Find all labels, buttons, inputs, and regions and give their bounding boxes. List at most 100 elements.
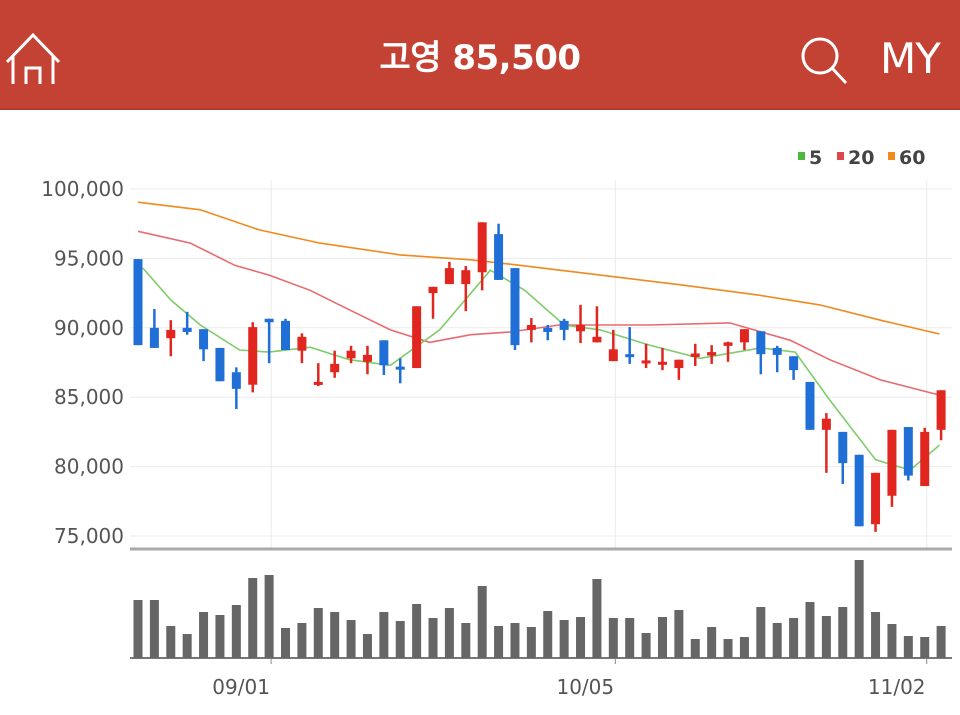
- volume-bar: [477, 586, 487, 658]
- volume-bar: [641, 633, 651, 658]
- candle-body-down: [379, 340, 389, 366]
- x-tick-label: 11/02: [868, 675, 926, 699]
- volume-bar: [707, 627, 717, 658]
- volume-bar: [674, 610, 684, 658]
- candle-body-up: [920, 431, 930, 487]
- x-tick-label: 09/01: [212, 675, 270, 699]
- candle-body-up: [739, 329, 749, 343]
- candle-body-up: [248, 327, 258, 385]
- legend-swatch-5: [798, 152, 805, 160]
- search-icon[interactable]: [800, 36, 850, 86]
- my-button[interactable]: MY: [880, 34, 941, 83]
- y-tick-label: 80,000: [54, 455, 124, 479]
- chart-grid: [130, 180, 952, 659]
- candle-body-up: [887, 429, 897, 496]
- ma20-line: [137, 230, 940, 396]
- volume-bar: [608, 618, 618, 658]
- candle-body-down: [281, 320, 291, 351]
- candle-body-up: [166, 329, 176, 339]
- candle-body-up: [346, 350, 356, 359]
- legend-label-20: 20: [848, 147, 874, 169]
- candle-body-up: [690, 353, 700, 357]
- x-axis: 09/01 10/05 11/02: [212, 658, 928, 699]
- candle-body-up: [871, 472, 881, 525]
- ma60-line: [137, 201, 940, 335]
- candle-body-up: [674, 359, 684, 369]
- candle-body-up: [707, 352, 717, 356]
- volume-bar: [920, 637, 930, 658]
- volume-bar: [625, 618, 635, 658]
- volume-bar: [346, 620, 356, 658]
- volume-bar: [592, 579, 602, 658]
- volume-bar: [510, 623, 520, 658]
- legend-swatch-20: [837, 152, 844, 160]
- candle-body-up: [936, 390, 946, 430]
- volume-bar: [690, 639, 700, 658]
- candle-body-down: [182, 327, 192, 332]
- volume-bar: [526, 627, 536, 658]
- candle-body-down: [395, 366, 405, 370]
- home-icon[interactable]: [4, 32, 62, 86]
- candle-body-down: [215, 347, 225, 382]
- volume-bar: [821, 616, 831, 658]
- ma5-line: [142, 267, 941, 471]
- candle-body-up: [362, 354, 372, 362]
- volume-bar: [166, 626, 176, 658]
- volume-bar: [723, 639, 733, 658]
- y-tick-label: 85,000: [54, 385, 124, 409]
- candle-body-down: [510, 268, 520, 346]
- volume-bar: [739, 637, 749, 658]
- volume-bar: [248, 578, 258, 658]
- volume-bar: [559, 620, 569, 658]
- y-tick-label: 95,000: [54, 246, 124, 270]
- volume-bar: [428, 618, 438, 658]
- volume-bar: [149, 600, 159, 658]
- candle-body-up: [313, 381, 323, 385]
- volume-bar: [838, 607, 848, 658]
- volume-bar: [199, 612, 209, 658]
- chart-legend: 5 20 60: [798, 147, 925, 169]
- y-axis: 100,000 95,000 90,000 85,000 80,000 75,000: [41, 177, 124, 548]
- candle-body-down: [543, 327, 553, 332]
- candle-body-down: [559, 320, 569, 330]
- candle-body-up: [330, 363, 340, 373]
- volume-bar: [461, 623, 471, 658]
- candle-body-up: [657, 361, 667, 365]
- volume-bar: [936, 626, 946, 658]
- candle-body-up: [428, 286, 438, 294]
- volume-bar: [281, 628, 291, 658]
- candle-body-down: [625, 354, 635, 358]
- candle-body-down: [756, 331, 766, 355]
- y-tick-label: 100,000: [41, 177, 124, 201]
- volume-bar: [395, 621, 405, 658]
- volume-bar: [412, 604, 422, 658]
- candle-body-down: [133, 259, 143, 346]
- candle-body-down: [199, 329, 209, 350]
- candle-body-up: [723, 342, 733, 346]
- candle-body-down: [772, 347, 782, 355]
- legend-label-60: 60: [899, 147, 925, 169]
- volume-bar: [313, 608, 323, 658]
- candle-body-up: [444, 268, 454, 285]
- y-tick-label: 90,000: [54, 316, 124, 340]
- stock-chart[interactable]: 5 20 60 100,000 95,000 90,000 85,000 80,000 75,…: [0, 110, 960, 715]
- candle-body-up: [526, 325, 536, 330]
- volume-bar: [494, 626, 504, 658]
- volume-bar: [789, 618, 799, 658]
- volume-bar: [362, 634, 372, 658]
- volume-bar: [444, 608, 454, 658]
- candle-body-down: [231, 372, 241, 389]
- volume-bar: [133, 600, 143, 658]
- candle-body-down: [854, 454, 864, 527]
- volume-bar: [657, 617, 667, 658]
- volume-bar: [756, 607, 766, 658]
- candles: [133, 222, 946, 532]
- candle-body-down: [838, 431, 848, 464]
- volume-bar: [379, 612, 389, 658]
- legend-label-5: 5: [809, 147, 822, 169]
- x-tick-label: 10/05: [556, 675, 614, 699]
- candle-body-down: [149, 327, 159, 348]
- volume-bar: [871, 612, 881, 658]
- volume-bars: [133, 560, 946, 658]
- y-tick-label: 75,000: [54, 524, 124, 548]
